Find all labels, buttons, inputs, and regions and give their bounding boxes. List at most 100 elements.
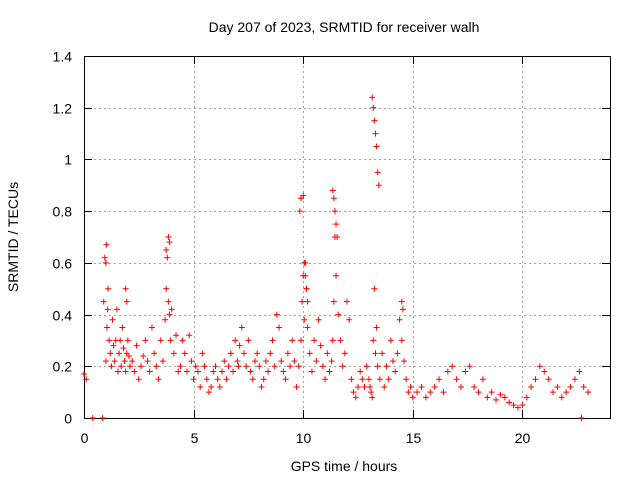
data-point xyxy=(157,337,164,344)
data-point xyxy=(212,363,219,370)
data-point xyxy=(392,368,399,375)
data-point xyxy=(142,337,149,344)
plot-frame xyxy=(84,56,611,419)
data-point xyxy=(400,358,407,365)
data-point xyxy=(299,298,306,305)
y-tick-label: 1.4 xyxy=(53,49,73,65)
data-point xyxy=(369,394,376,401)
grid-lines xyxy=(84,56,610,418)
data-point xyxy=(113,306,120,313)
data-point xyxy=(260,376,267,383)
data-point xyxy=(326,368,333,375)
data-point xyxy=(219,368,226,375)
data-point xyxy=(293,383,300,390)
data-point xyxy=(208,383,215,390)
data-point xyxy=(276,324,283,331)
data-point xyxy=(108,363,115,370)
data-point xyxy=(501,394,508,401)
data-point xyxy=(83,376,90,383)
y-tick-label: 0.2 xyxy=(53,359,73,375)
data-point xyxy=(457,383,464,390)
data-point xyxy=(334,234,341,240)
data-point xyxy=(227,350,234,357)
data-point xyxy=(162,316,169,323)
data-point xyxy=(199,350,206,357)
data-point xyxy=(306,350,313,357)
data-point xyxy=(106,337,113,344)
data-point xyxy=(197,383,204,390)
data-point xyxy=(488,389,495,396)
data-point xyxy=(317,342,324,349)
data-point xyxy=(287,363,294,370)
data-point xyxy=(159,358,166,365)
data-point xyxy=(151,350,158,357)
data-point xyxy=(140,352,147,359)
data-point xyxy=(175,368,182,375)
data-point xyxy=(528,383,535,390)
data-point xyxy=(545,376,552,383)
data-point xyxy=(89,415,96,421)
data-point xyxy=(331,208,338,215)
data-point xyxy=(497,391,504,398)
data-point xyxy=(122,368,129,375)
data-point xyxy=(167,337,174,344)
data-point xyxy=(282,376,289,383)
data-point xyxy=(163,246,170,253)
data-point xyxy=(278,358,285,365)
data-point xyxy=(273,311,280,318)
data-point xyxy=(296,208,303,215)
data-point xyxy=(315,316,322,323)
data-point xyxy=(184,368,191,375)
data-point xyxy=(295,363,302,370)
data-point xyxy=(124,337,131,344)
data-point xyxy=(341,350,348,357)
data-point xyxy=(571,376,578,383)
data-point xyxy=(135,376,142,383)
data-point xyxy=(121,358,128,365)
data-point xyxy=(471,383,478,390)
data-point xyxy=(313,358,320,365)
data-point xyxy=(153,363,160,370)
y-tick-label: 1.2 xyxy=(53,101,73,117)
data-point xyxy=(374,363,381,370)
data-point xyxy=(324,350,331,357)
data-point xyxy=(100,298,107,305)
data-point xyxy=(381,383,388,390)
data-point xyxy=(269,337,276,344)
data-point xyxy=(427,389,434,396)
data-point xyxy=(165,298,172,305)
data-point xyxy=(133,342,140,349)
data-point xyxy=(431,383,438,390)
data-point xyxy=(203,376,210,383)
data-point xyxy=(409,394,416,401)
data-point xyxy=(444,368,451,375)
data-point xyxy=(166,239,173,246)
data-point xyxy=(118,363,125,370)
data-point xyxy=(137,363,144,370)
data-point xyxy=(337,337,344,344)
data-point xyxy=(385,376,392,383)
data-point xyxy=(541,368,548,375)
data-point xyxy=(291,358,298,365)
data-point xyxy=(230,368,237,375)
data-point xyxy=(357,368,364,375)
data-point xyxy=(303,285,310,292)
data-point xyxy=(322,376,329,383)
data-point xyxy=(117,337,124,344)
data-point xyxy=(344,298,350,305)
data-point xyxy=(379,350,386,357)
data-point xyxy=(254,350,261,357)
x-tick-label: 5 xyxy=(191,430,199,446)
data-point xyxy=(216,383,223,390)
data-point xyxy=(120,345,127,352)
data-point xyxy=(373,143,380,150)
data-point xyxy=(578,415,585,421)
data-point xyxy=(301,316,308,323)
data-point xyxy=(102,358,109,365)
data-point xyxy=(240,350,247,357)
data-point xyxy=(258,383,265,390)
data-point xyxy=(339,363,346,370)
data-point xyxy=(271,363,278,370)
data-point xyxy=(484,394,491,401)
data-point xyxy=(550,389,557,396)
